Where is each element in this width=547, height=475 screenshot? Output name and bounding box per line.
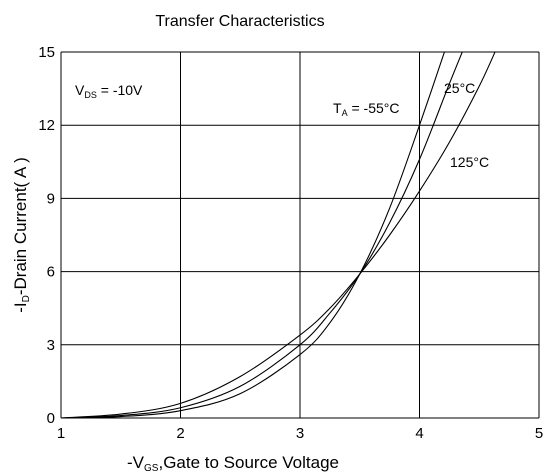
x-tick-label: 5 (535, 425, 543, 442)
x-tick-label: 2 (176, 425, 184, 442)
y-tick-label: 12 (38, 117, 55, 134)
series-label-125c: 125°C (450, 154, 489, 170)
y-tick-label: 15 (38, 44, 55, 61)
condition-annotation: VDS = -10V (75, 82, 143, 100)
y-tick-label: 3 (47, 337, 55, 354)
x-tick-label: 1 (57, 425, 65, 442)
x-tick-label: 4 (415, 425, 423, 442)
series-line-125c (61, 52, 496, 418)
y-tick-label: 0 (47, 410, 55, 427)
series-line-25c (61, 52, 463, 418)
chart-title: Transfer Characteristics (155, 13, 324, 30)
x-tick-labels: 1 2 3 4 5 (57, 425, 543, 442)
x-axis-label: -VGS,Gate to Source Voltage (127, 453, 339, 474)
y-tick-label: 9 (47, 190, 55, 207)
y-tick-label: 6 (47, 264, 55, 281)
series-label-25c: 25°C (444, 80, 475, 96)
series-label-minus55c: TA = -55°C (333, 100, 399, 118)
series-lines (61, 52, 496, 418)
series-line-minus55c (61, 52, 446, 418)
grid (60, 51, 540, 419)
y-axis-label: -ID-Drain Current( A ) (11, 157, 32, 313)
y-tick-labels: 0 3 6 9 12 15 (38, 44, 55, 427)
x-tick-label: 3 (296, 425, 304, 442)
